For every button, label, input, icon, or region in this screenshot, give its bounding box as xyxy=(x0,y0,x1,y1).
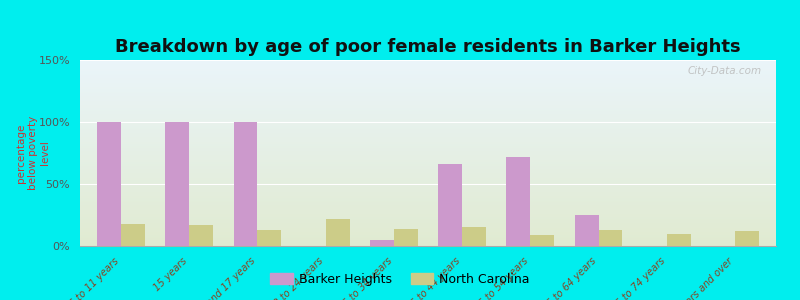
Bar xyxy=(166,122,189,246)
Bar xyxy=(121,224,145,246)
Bar xyxy=(370,240,394,246)
Legend: Barker Heights, North Carolina: Barker Heights, North Carolina xyxy=(265,268,535,291)
Y-axis label: percentage
below poverty
level: percentage below poverty level xyxy=(17,116,50,190)
Bar xyxy=(598,230,622,246)
Bar xyxy=(394,229,418,246)
Bar xyxy=(438,164,462,246)
Bar xyxy=(506,157,530,246)
Bar xyxy=(326,219,350,246)
Bar xyxy=(530,235,554,246)
Bar xyxy=(667,234,690,246)
Bar xyxy=(97,122,121,246)
Bar xyxy=(189,225,213,246)
Bar xyxy=(234,122,258,246)
Bar xyxy=(462,227,486,246)
Title: Breakdown by age of poor female residents in Barker Heights: Breakdown by age of poor female resident… xyxy=(115,38,741,56)
Bar xyxy=(258,230,282,246)
Text: City-Data.com: City-Data.com xyxy=(688,66,762,76)
Bar xyxy=(574,215,598,246)
Bar xyxy=(735,231,759,246)
